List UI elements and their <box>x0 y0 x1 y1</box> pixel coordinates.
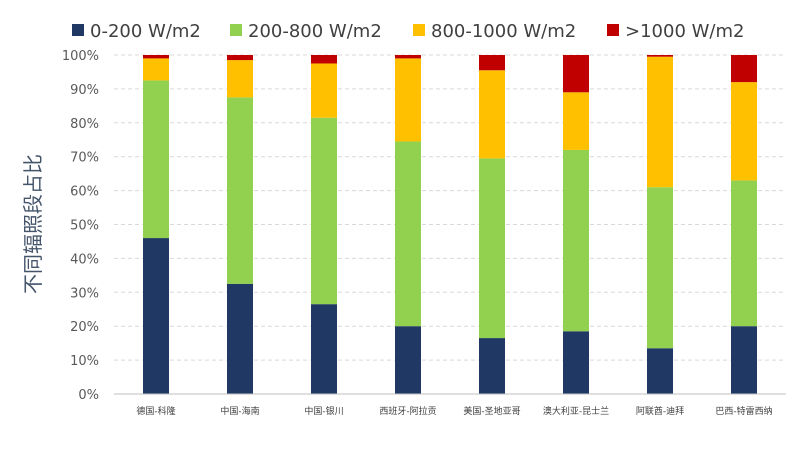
legend-label: 800-1000 W/m2 <box>431 21 576 42</box>
bar-segment <box>311 63 337 118</box>
y-tick-label: 100% <box>62 49 99 64</box>
x-tick-label: 澳大利亚-昆士兰 <box>543 405 609 417</box>
bar-segment <box>143 55 169 59</box>
bar-segment <box>647 348 673 394</box>
bar-segment <box>227 283 253 394</box>
bar-segment <box>479 70 505 159</box>
bar-segment <box>563 149 589 332</box>
y-tick-label: 40% <box>70 252 99 267</box>
bars <box>143 55 757 394</box>
y-tick-label: 10% <box>70 354 99 369</box>
legend-label: 0-200 W/m2 <box>90 21 201 42</box>
bar-segment <box>731 180 757 327</box>
x-tick-label: 中国-海南 <box>220 405 259 417</box>
bar-segment <box>143 80 169 239</box>
y-tick-label: 50% <box>70 219 99 234</box>
bar-segment <box>395 141 421 327</box>
bar-segment <box>563 92 589 150</box>
bar-segment <box>563 55 589 93</box>
legend-swatch <box>72 24 84 36</box>
bar-segment <box>563 331 589 394</box>
legend-swatch <box>413 24 425 36</box>
bar-segment <box>311 304 337 394</box>
y-tick-label: 80% <box>70 117 99 132</box>
bar-segment <box>143 58 169 81</box>
x-tick-label: 美国-圣地亚哥 <box>463 405 520 417</box>
y-tick-label: 20% <box>70 320 99 335</box>
y-tick-label: 70% <box>70 151 99 166</box>
x-tick-label: 阿联酋-迪拜 <box>636 405 684 417</box>
bar-segment <box>227 60 253 98</box>
bar-segment <box>395 326 421 394</box>
legend-swatch <box>230 24 242 36</box>
y-axis-label: 不同辐照段占比 <box>21 154 45 294</box>
bar-segment <box>731 55 757 83</box>
bar-segment <box>479 158 505 339</box>
legend-label: >1000 W/m2 <box>625 21 744 42</box>
y-tick-label: 90% <box>70 83 99 98</box>
legend-label: 200-800 W/m2 <box>248 21 382 42</box>
bar-segment <box>731 82 757 181</box>
gridlines <box>114 54 786 361</box>
bar-segment <box>479 55 505 71</box>
y-tick-label: 30% <box>70 286 99 301</box>
y-axis-ticks: 0% 10% 20% 30% 40% 50% 60% 70% 80% 90% 100% <box>62 49 99 403</box>
bar-segment <box>311 55 337 64</box>
legend: 0-200 W/m2 200-800 W/m2 800-1000 W/m2 >1000… <box>72 21 744 42</box>
bar-segment <box>227 55 253 61</box>
bar-segment <box>227 97 253 284</box>
bar-segment <box>395 55 421 59</box>
y-tick-label: 60% <box>70 185 99 200</box>
bar-segment <box>479 338 505 394</box>
x-tick-label: 西班牙-阿拉贡 <box>379 405 436 417</box>
bar-segment <box>647 187 673 349</box>
bar-segment <box>311 117 337 305</box>
x-tick-label: 德国-科隆 <box>136 405 175 417</box>
bar-segment <box>647 56 673 188</box>
bar-segment <box>143 238 169 394</box>
legend-swatch <box>607 24 619 36</box>
x-tick-label: 巴西-特雷西纳 <box>715 405 772 417</box>
bar-segment <box>647 55 673 57</box>
y-tick-label: 0% <box>78 388 99 403</box>
bar-segment <box>731 326 757 394</box>
x-axis-labels: 德国-科隆 中国-海南 中国-银川 西班牙-阿拉贡 美国-圣地亚哥 澳大利亚-昆士兰 阿联酋… <box>136 405 772 417</box>
x-tick-label: 中国-银川 <box>304 405 343 417</box>
bar-segment <box>395 58 421 142</box>
